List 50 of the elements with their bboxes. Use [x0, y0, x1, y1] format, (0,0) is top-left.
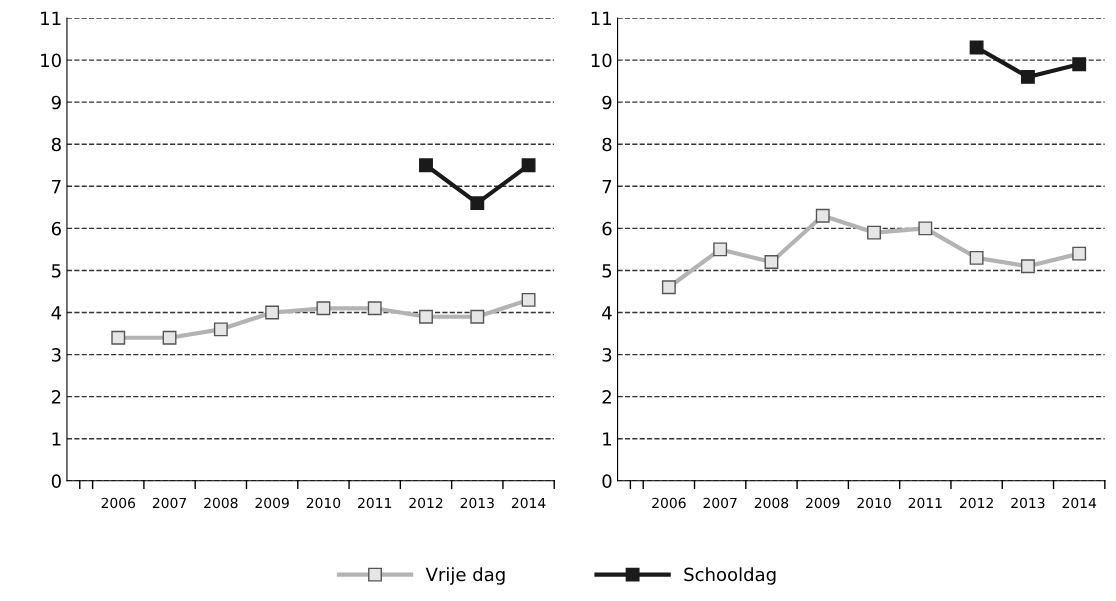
- point: [419, 158, 433, 173]
- y-tick-label: 6: [602, 221, 612, 236]
- y-tick-label: 3: [51, 348, 61, 362]
- x-tick-label: 2014: [511, 497, 546, 509]
- x-tick-label: 2006: [652, 497, 686, 509]
- y-tick-label: 5: [602, 264, 612, 278]
- y-tick-label: 11: [41, 11, 61, 25]
- y-tick-label: 6: [51, 221, 61, 236]
- x-tick-label: 2007: [152, 497, 187, 509]
- y-tick-label: 10: [41, 53, 61, 68]
- x-tick-label: 2013: [460, 497, 494, 509]
- y-tick-label: 0: [51, 474, 61, 488]
- legend-label: Schooldag: [684, 567, 776, 585]
- x-tick-label: 2014: [1062, 497, 1097, 509]
- x-tick-label: 2010: [306, 497, 341, 509]
- x-tick-label: 2012: [959, 497, 993, 509]
- y-tick-label: 7: [602, 180, 612, 194]
- x-tick-label: 2006: [101, 497, 136, 509]
- x-tick-label: 2013: [1011, 497, 1045, 509]
- y-tick-label: 8: [51, 137, 61, 152]
- y-tick-label: 2: [602, 390, 611, 404]
- y-tick-label: 4: [602, 306, 612, 320]
- y-tick-label: 9: [602, 95, 612, 110]
- y-tick-label: 3: [602, 348, 612, 362]
- x-tick-label: 2008: [204, 497, 238, 509]
- y-tick-label: 8: [602, 137, 612, 152]
- y-tick-label: 10: [591, 53, 612, 68]
- legend-label: Vrije dag: [425, 567, 505, 585]
- x-tick-label: 2009: [255, 497, 289, 509]
- y-tick-label: 1: [52, 432, 61, 446]
- x-tick-label: 2007: [703, 497, 737, 509]
- x-tick-label: 2009: [806, 497, 840, 509]
- point: [1020, 69, 1035, 84]
- y-tick-label: 0: [602, 474, 612, 488]
- point: [969, 40, 984, 55]
- y-tick-label: 4: [51, 306, 62, 320]
- x-tick-label: 2008: [754, 497, 789, 509]
- y-tick-label: 5: [52, 264, 61, 278]
- x-tick-label: 2010: [857, 497, 891, 509]
- y-tick-label: 2: [51, 390, 61, 404]
- y-tick-label: 9: [51, 95, 61, 110]
- y-tick-label: 11: [591, 11, 612, 25]
- x-tick-label: 2012: [409, 497, 443, 509]
- point: [521, 158, 536, 173]
- y-tick-label: 7: [52, 180, 61, 194]
- x-tick-label: 2011: [358, 497, 392, 509]
- x-tick-label: 2011: [908, 497, 942, 509]
- point: [470, 196, 485, 211]
- point: [1072, 57, 1087, 72]
- y-tick-label: 1: [603, 432, 612, 446]
